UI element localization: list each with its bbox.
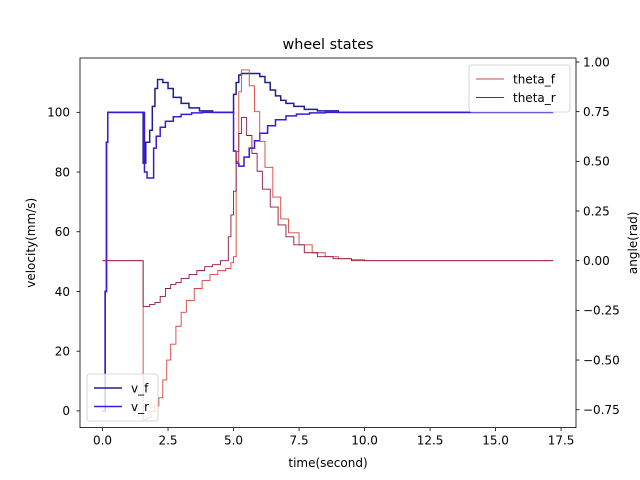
left-y-tick-label: 40 <box>55 285 70 299</box>
legend-angle: theta_f theta_r <box>468 64 571 113</box>
right-y-tick-label: 1.00 <box>583 55 610 69</box>
legend-entry-label: v_r <box>131 400 149 414</box>
legend-velocity: v_f v_r <box>86 373 159 422</box>
x-tick-label: 10.0 <box>351 434 378 448</box>
right-y-tick-label: −0.25 <box>583 304 620 318</box>
right-y-tick-label: −0.75 <box>583 403 620 417</box>
x-axis-label: time(second) <box>288 456 367 470</box>
legend-box <box>86 373 159 422</box>
x-tick-label: 7.5 <box>290 434 309 448</box>
x-tick-label: 17.5 <box>548 434 575 448</box>
plot-lines <box>102 69 554 421</box>
right-y-tick-label: 0.00 <box>583 254 610 268</box>
legend-box <box>468 64 571 113</box>
series-line-v-r <box>102 111 554 412</box>
right-y-tick-label: 0.75 <box>583 105 610 119</box>
legend-entry-label: theta_r <box>513 91 556 105</box>
series-line-theta-f <box>102 69 554 421</box>
right-y-axis-label: angle(rad) <box>626 212 640 275</box>
right-y-tick-label: −0.50 <box>583 353 620 367</box>
left-y-tick-label: 0 <box>62 404 70 418</box>
x-axis-ticks: 0.0 2.5 5.0 7.5 10.0 12.5 15.0 17.5 <box>93 427 575 448</box>
legend-entry-label: theta_f <box>513 72 556 86</box>
left-y-tick-label: 20 <box>55 344 70 358</box>
left-y-tick-label: 100 <box>47 106 70 120</box>
left-y-axis-ticks: 0 20 40 60 80 100 <box>47 106 80 418</box>
left-y-tick-label: 60 <box>55 225 70 239</box>
x-tick-label: 2.5 <box>158 434 177 448</box>
right-y-tick-label: 0.25 <box>583 204 610 218</box>
left-y-tick-label: 80 <box>55 165 70 179</box>
chart-title: wheel states <box>282 37 373 53</box>
x-tick-label: 12.5 <box>417 434 444 448</box>
series-line-theta-r <box>102 117 554 307</box>
axes-frame <box>79 57 577 429</box>
x-tick-label: 5.0 <box>224 434 243 448</box>
right-y-axis-ticks: −0.75 −0.50 −0.25 0.00 0.25 0.50 0.75 1.00 <box>576 55 620 417</box>
left-y-axis-label: velocity(mm/s) <box>24 198 38 288</box>
legend-entry-label: v_f <box>131 381 149 395</box>
x-tick-label: 15.0 <box>482 434 509 448</box>
right-y-tick-label: 0.50 <box>583 155 610 169</box>
x-tick-label: 0.0 <box>93 434 112 448</box>
